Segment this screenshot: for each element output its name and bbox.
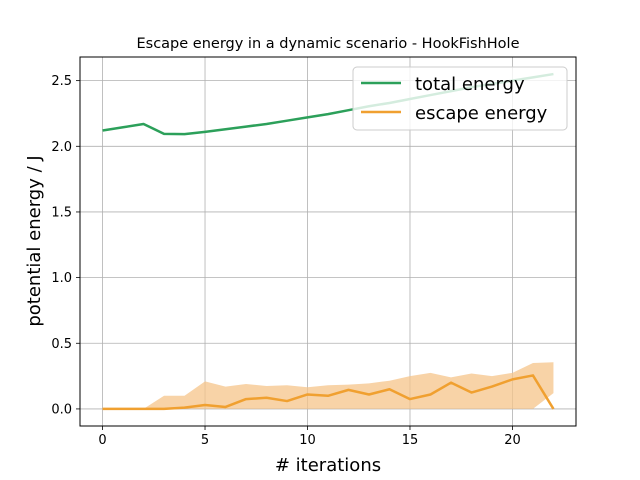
- y-tick-label: 2.0: [51, 140, 72, 155]
- y-tick-label: 0.0: [51, 402, 72, 417]
- y-tick-label: 1.0: [51, 271, 72, 286]
- y-tick-label: 0.5: [51, 337, 72, 352]
- legend-label-escape-energy: escape energy: [415, 103, 548, 124]
- legend: total energy escape energy: [352, 66, 568, 131]
- legend-label-total-energy: total energy: [415, 74, 525, 95]
- y-axis-label: potential energy / J: [24, 155, 45, 326]
- x-tick-label: 10: [299, 433, 316, 448]
- escape-energy-line: [102, 374, 555, 411]
- x-tick-label: 20: [504, 433, 521, 448]
- x-axis-ticks: 0 5 10 15 20: [98, 426, 521, 448]
- x-tick-label: 5: [201, 433, 209, 448]
- plot-frame: [79, 56, 577, 427]
- x-axis-label: # iterations: [275, 455, 381, 476]
- legend-box: [352, 66, 568, 131]
- escape-energy-band: [102, 362, 554, 409]
- y-tick-label: 2.5: [51, 74, 72, 89]
- x-tick-label: 0: [98, 433, 106, 448]
- chart-title: Escape energy in a dynamic scenario - Ho…: [136, 36, 519, 52]
- x-tick-label: 15: [402, 433, 419, 448]
- confidence-bands: [102, 362, 554, 409]
- y-axis-ticks: 0.0 0.5 1.0 1.5 2.0 2.5: [51, 74, 80, 417]
- y-tick-label: 1.5: [51, 205, 72, 220]
